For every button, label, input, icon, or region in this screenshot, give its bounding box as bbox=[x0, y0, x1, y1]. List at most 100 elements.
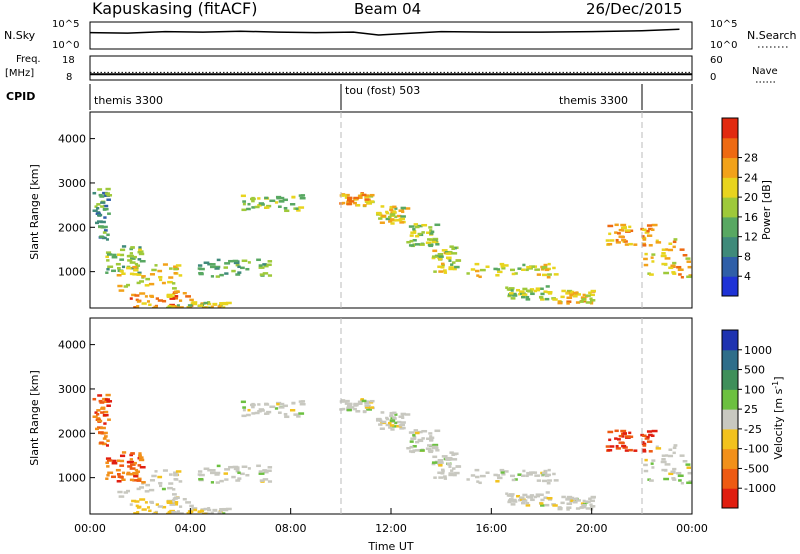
velocity-cell bbox=[209, 469, 216, 472]
velocity-colorbar: 1000 500 100 25 -25 -100 -500 -1000 Velocity [m… bbox=[721, 329, 785, 509]
power-cell bbox=[137, 258, 142, 261]
velocity-cell bbox=[107, 418, 111, 421]
velocity-cell bbox=[663, 477, 670, 481]
velocity-cell bbox=[126, 489, 131, 493]
velocity-cell bbox=[369, 399, 375, 403]
velocity-cell bbox=[126, 472, 132, 476]
power-cell bbox=[410, 231, 417, 234]
velocity-cell bbox=[185, 501, 191, 504]
velocity-cell bbox=[414, 431, 420, 435]
colorbar-tick-label: 16 bbox=[744, 211, 758, 224]
colorbar-segment bbox=[722, 428, 738, 450]
power-cell bbox=[518, 292, 522, 296]
velocity-cell bbox=[430, 436, 435, 440]
velocity-cell bbox=[440, 472, 445, 475]
velocity-cell bbox=[510, 495, 514, 498]
power-cell bbox=[131, 293, 137, 297]
velocity-cell bbox=[179, 512, 184, 514]
velocity-cell bbox=[541, 472, 548, 475]
velocity-cell bbox=[173, 478, 178, 481]
power-cell bbox=[171, 282, 176, 285]
velocity-cell bbox=[105, 461, 109, 465]
power-cell bbox=[157, 299, 164, 302]
velocity-cell bbox=[394, 413, 398, 416]
velocity-cell bbox=[536, 494, 541, 498]
power-cell bbox=[451, 252, 458, 255]
velocity-cell bbox=[261, 409, 265, 412]
velocity-cell bbox=[485, 471, 490, 474]
velocity-cell bbox=[251, 412, 256, 415]
velocity-cell bbox=[434, 460, 440, 464]
cpid-segment-1: themis 3300 bbox=[94, 94, 163, 107]
power-cell bbox=[615, 241, 621, 244]
power-cell bbox=[665, 248, 669, 251]
power-cell bbox=[470, 268, 476, 271]
nave-bottom-tick: 0 bbox=[710, 72, 716, 83]
velocity-cell bbox=[139, 498, 146, 501]
power-cell bbox=[135, 298, 139, 302]
velocity-cell bbox=[388, 426, 393, 429]
power-cell bbox=[500, 265, 505, 268]
power-cell bbox=[171, 306, 176, 308]
power-cell bbox=[686, 275, 692, 279]
power-cell bbox=[388, 220, 393, 223]
velocity-cell bbox=[168, 473, 173, 476]
power-cell bbox=[212, 302, 218, 306]
velocity-cell bbox=[100, 407, 106, 410]
power-cell bbox=[278, 196, 285, 200]
velocity-cell bbox=[141, 508, 147, 511]
power-cell bbox=[418, 243, 425, 246]
velocity-cell bbox=[264, 402, 269, 406]
ytick-label: 4000 bbox=[58, 339, 86, 352]
velocity-cell bbox=[425, 447, 432, 450]
power-cell bbox=[228, 259, 234, 263]
velocity-cell bbox=[428, 450, 434, 454]
power-cell bbox=[118, 289, 125, 292]
power-cell bbox=[353, 196, 360, 200]
power-cell bbox=[552, 266, 556, 270]
power-cell bbox=[132, 273, 139, 276]
velocity-cell bbox=[443, 477, 448, 480]
power-cell bbox=[264, 206, 270, 209]
power-cell bbox=[566, 296, 573, 300]
power-cell bbox=[123, 285, 129, 288]
velocity-cell bbox=[584, 500, 591, 503]
velocity-cell bbox=[107, 471, 114, 475]
velocity-cell bbox=[546, 481, 551, 485]
power-cell bbox=[256, 258, 261, 262]
velocity-cell bbox=[172, 499, 176, 502]
power-cell bbox=[202, 306, 208, 308]
power-cell bbox=[641, 235, 645, 238]
power-cell bbox=[547, 262, 551, 266]
freq-unit-label: [MHz] bbox=[5, 68, 34, 79]
velocity-cell bbox=[111, 475, 116, 479]
velocity-cell bbox=[148, 488, 155, 492]
power-cell bbox=[579, 300, 584, 303]
velocity-cell bbox=[650, 434, 655, 438]
frequency-panel: Freq. [MHz] 18 8 60 0 Nave bbox=[5, 54, 778, 83]
power-cell bbox=[421, 223, 428, 227]
velocity-cell bbox=[643, 469, 649, 473]
power-cell bbox=[361, 193, 367, 197]
xtick-label: 16:00 bbox=[475, 522, 507, 535]
power-cell bbox=[235, 273, 241, 276]
velocity-cell bbox=[98, 431, 104, 434]
velocity-cell bbox=[364, 404, 370, 407]
velocity-cell bbox=[128, 460, 135, 464]
velocity-cell bbox=[361, 399, 367, 403]
power-cell bbox=[518, 290, 525, 293]
velocity-cell bbox=[212, 508, 218, 512]
power-cell bbox=[262, 263, 267, 266]
velocity-cell bbox=[686, 466, 692, 469]
power-cell bbox=[607, 224, 614, 228]
power-cell bbox=[176, 304, 180, 307]
power-cell bbox=[425, 241, 432, 244]
velocity-cell bbox=[259, 479, 264, 482]
power-cell bbox=[624, 243, 630, 246]
velocity-cell bbox=[672, 451, 676, 455]
xtick-label: 04:00 bbox=[174, 522, 206, 535]
velocity-cell bbox=[443, 475, 447, 478]
velocity-cell bbox=[174, 501, 179, 504]
velocity-cell bbox=[522, 493, 528, 497]
velocity-cell bbox=[266, 469, 272, 473]
